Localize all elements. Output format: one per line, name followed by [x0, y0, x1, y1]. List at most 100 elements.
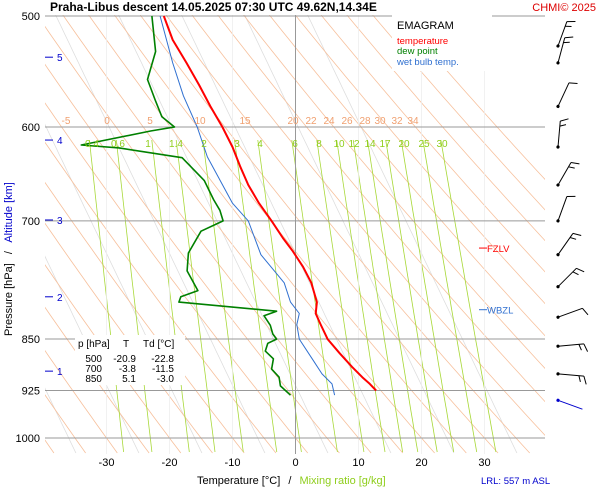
dry-adiabat-line [45, 350, 118, 454]
mixing-ratio-tick-label: 1 [145, 139, 151, 150]
wind-barb [556, 343, 589, 352]
dry-adiabat-line [45, 181, 245, 454]
moist-adiabat-line [55, 15, 266, 454]
legend-title: EMAGRAM [397, 20, 454, 32]
wind-barb [556, 118, 569, 149]
wind-barb [556, 372, 587, 385]
wind-barb-staff [557, 82, 570, 107]
mixing-ratio-tick-label: 3 [234, 139, 240, 150]
x-axis-title: Temperature [°C] / Mixing ratio [g/kg] [197, 475, 386, 487]
mixing-ratio-line [257, 139, 302, 453]
mixing-ratio-tick-label: 25 [418, 139, 430, 150]
mixing-ratio-line [385, 139, 438, 453]
table-header-t: T [123, 339, 129, 350]
profile-curves [80, 15, 377, 396]
wind-barb [556, 36, 574, 65]
wind-barb-flag [569, 237, 577, 240]
mixing-ratio-labels: 0.4 0.6 1 1.4 2 3 4 6 8 10 12 14 17 20 25 30 [85, 139, 448, 150]
pressure-tick-label: 1000 [16, 433, 40, 445]
table-header-td: Td [°C] [143, 339, 174, 350]
table-p-500: 500 [85, 354, 102, 365]
mixing-ratio-tick-label: 0.6 [111, 139, 125, 150]
wind-barb-flag [570, 161, 580, 165]
copyright-label: CHMI© 2025 [532, 2, 596, 14]
table-td-500: -22.8 [151, 354, 174, 365]
moist-adiabat-line [181, 15, 392, 454]
wind-barb-flag [566, 195, 576, 197]
level-markers: FZLV WBZL [479, 244, 513, 317]
mixing-ratio-tick-label: 1.4 [169, 139, 183, 150]
dry-adiabat-tick-label: 26 [341, 116, 353, 127]
dry-adiabat-line [45, 25, 372, 454]
table-p-850: 850 [85, 374, 102, 385]
wind-barb-staff [557, 343, 584, 347]
dry-adiabat-tick-label: 10 [194, 116, 206, 127]
wind-barb-flag [565, 25, 572, 27]
y-axis-title: Pressure [hPa] / Altitude [km] [3, 182, 15, 336]
wind-barb-dot [556, 285, 560, 289]
y-axis-pressure-label: Pressure [hPa] [3, 263, 15, 336]
temperature-tick-label: -20 [162, 457, 178, 469]
dry-adiabat-line [191, 15, 545, 436]
legend-temperature: temperature [397, 36, 448, 47]
wind-barb-dot [556, 315, 560, 319]
wind-barbs [556, 20, 589, 410]
legend: EMAGRAM temperature dew point wet bulb t… [392, 15, 492, 71]
mixing-ratio-line [151, 139, 190, 453]
lrl-label: LRL: 557 m ASL [481, 476, 550, 487]
dry-adiabat-line [269, 15, 545, 337]
wind-barb [556, 398, 583, 410]
dry-adiabat-tick-label: 24 [323, 116, 335, 127]
dry-adiabat-line [243, 15, 545, 369]
wind-barb [556, 267, 585, 289]
mixing-ratio-tick-label: 0.4 [85, 139, 99, 150]
wind-barb-dot [556, 44, 560, 48]
y-axis-altitude-label: Altitude [km] [3, 182, 15, 243]
wind-barb-staff [557, 267, 577, 288]
mixing-ratio-tick-label: 12 [348, 139, 360, 150]
wind-barb-dot [556, 219, 560, 223]
series-dew-point-line [80, 15, 292, 396]
wind-barb-dot [556, 344, 560, 348]
altitude-tick-label: 3 [57, 216, 63, 227]
wind-barb-staff [557, 162, 572, 186]
mixing-ratio-tick-label: 30 [436, 139, 448, 150]
pressure-tick-label: 850 [22, 334, 40, 346]
y-axis-separator: / [3, 250, 15, 254]
altitude-ticks: 1 2 3 4 5 [45, 53, 63, 378]
dry-adiabat-line [45, 102, 309, 454]
mixing-ratio-tick-label: 17 [379, 139, 391, 150]
dry-adiabat-tick-label: 32 [391, 116, 403, 127]
table-t-850: 5.1 [122, 374, 136, 385]
mixing-ratio-line [440, 139, 497, 453]
wbzl-label: WBZL [487, 306, 513, 317]
wind-barb-flag [559, 124, 567, 127]
dry-adiabat-line [217, 15, 545, 403]
wind-barb [556, 161, 580, 187]
table-td-700: -11.5 [152, 364, 174, 375]
dry-adiabat-labels: -5 0 5 10 15 20 22 24 26 28 30 32 34 [62, 116, 419, 127]
series-wet-bulb-temp-line [159, 15, 336, 396]
temperature-tick-label: 30 [478, 457, 490, 469]
series-temperature-line [162, 15, 377, 392]
table-header-p: p [hPa] [78, 339, 110, 350]
temperature-tick-label: -30 [99, 457, 115, 469]
wind-barb-staff [557, 307, 583, 318]
dry-adiabat-tick-label: -5 [62, 116, 71, 127]
dry-adiabat-line [294, 15, 545, 305]
altitude-tick-label: 5 [57, 53, 63, 64]
mixing-ratio-tick-label: 14 [364, 139, 376, 150]
wind-barb [556, 82, 578, 109]
mixing-ratio-tick-label: 4 [257, 139, 263, 150]
dry-adiabat-tick-label: 20 [287, 116, 299, 127]
wind-barb-flag [572, 232, 582, 237]
wind-barb-dot [556, 145, 560, 149]
mixing-ratio-tick-label: 2 [201, 139, 207, 150]
pressure-tick-label: 600 [22, 122, 40, 134]
dry-adiabat-tick-label: 22 [305, 116, 317, 127]
wind-barb [556, 307, 589, 319]
dry-adiabat-line [372, 15, 545, 211]
dry-adiabat-tick-label: 0 [104, 116, 110, 127]
mixing-ratio-tick-label: 6 [292, 139, 298, 150]
